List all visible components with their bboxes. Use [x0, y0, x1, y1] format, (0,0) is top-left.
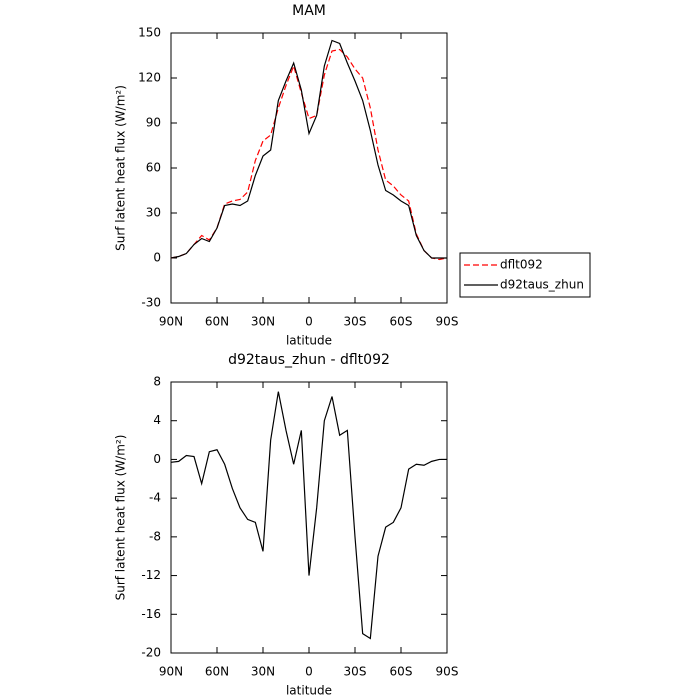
- y-axis-label: Surf latent heat flux (W/m²): [114, 85, 128, 251]
- x-tick-label: 0: [305, 315, 313, 329]
- x-tick-label: 60S: [390, 315, 413, 329]
- data-line: [170, 39, 447, 259]
- x-tick-label: 60N: [205, 315, 229, 329]
- chart-title: d92taus_zhun - dflt092: [228, 352, 390, 368]
- y-tick-label: 90: [146, 116, 161, 130]
- y-tick-label: -16: [141, 607, 161, 621]
- y-tick-label: -8: [149, 529, 161, 543]
- x-tick-label: 60N: [205, 665, 229, 679]
- y-tick-label: 120: [138, 71, 161, 85]
- x-tick-label: 30S: [344, 665, 367, 679]
- x-tick-label: 90S: [436, 665, 459, 679]
- y-tick-label: 0: [153, 452, 161, 466]
- y-tick-label: -12: [141, 568, 161, 582]
- x-tick-label: 90N: [159, 315, 183, 329]
- data-line: [170, 48, 448, 261]
- x-axis-label: latitude: [286, 684, 332, 698]
- x-tick-label: 30S: [344, 315, 367, 329]
- y-tick-label: 60: [146, 161, 161, 175]
- y-tick-label: -20: [141, 646, 161, 660]
- legend-box: [459, 252, 591, 298]
- y-axis-label: Surf latent heat flux (W/m²): [114, 435, 128, 601]
- x-tick-label: 0: [305, 665, 313, 679]
- chart-title: MAM: [292, 3, 326, 19]
- x-tick-label: 90S: [436, 315, 459, 329]
- plot-frame: [170, 32, 448, 304]
- y-tick-label: -4: [149, 491, 161, 505]
- y-tick-label: -30: [141, 296, 161, 310]
- x-axis-label: latitude: [286, 334, 332, 348]
- x-tick-label: 90N: [159, 665, 183, 679]
- legend-label: dflt092: [500, 258, 543, 272]
- x-tick-label: 30N: [251, 665, 275, 679]
- y-tick-label: 8: [153, 375, 161, 389]
- data-line: [170, 391, 447, 640]
- y-tick-label: 0: [153, 251, 161, 265]
- y-tick-label: 4: [153, 413, 161, 427]
- y-tick-label: 30: [146, 206, 161, 220]
- x-tick-label: 30N: [251, 315, 275, 329]
- y-tick-label: 150: [138, 26, 161, 40]
- plot-frame: [170, 381, 448, 654]
- x-tick-label: 60S: [390, 665, 413, 679]
- legend-label: d92taus_zhun: [500, 278, 584, 292]
